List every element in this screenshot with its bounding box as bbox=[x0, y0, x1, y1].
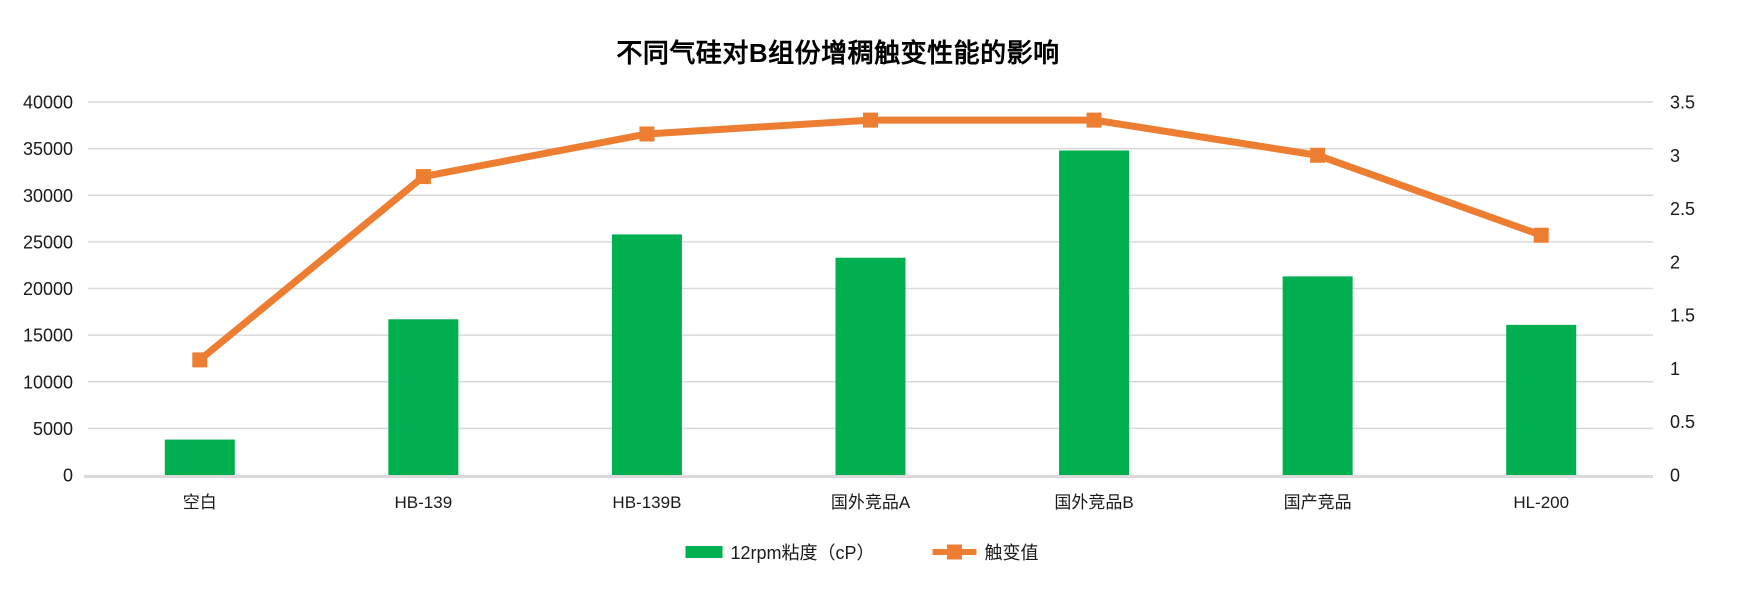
category-label: HB-139 bbox=[395, 493, 453, 512]
category-label: HL-200 bbox=[1513, 493, 1569, 512]
chart-title: 不同气硅对B组份增稠触变性能的影响 bbox=[616, 38, 1060, 68]
left-axis-tick-label: 0 bbox=[63, 466, 73, 486]
right-axis-tick-label: 3 bbox=[1670, 146, 1680, 166]
legend-label-thixotropy: 触变值 bbox=[984, 543, 1039, 563]
thixotropy-marker bbox=[639, 126, 655, 142]
left-axis-tick-label: 5000 bbox=[33, 419, 73, 439]
legend-item-thixotropy: 触变值 bbox=[932, 539, 1039, 565]
viscosity-bar bbox=[388, 319, 459, 475]
left-axis-tick-label: 40000 bbox=[23, 93, 73, 113]
left-axis-tick-label: 10000 bbox=[23, 372, 73, 392]
category-label: HB-139B bbox=[612, 493, 681, 512]
category-label: 国外竞品A bbox=[831, 493, 911, 512]
thixotropy-marker bbox=[192, 352, 208, 368]
viscosity-bar bbox=[1059, 150, 1130, 476]
right-axis-tick-label: 0 bbox=[1670, 466, 1680, 486]
thixotropy-marker bbox=[1086, 112, 1102, 128]
viscosity-bar bbox=[1506, 324, 1577, 475]
left-axis-tick-label: 20000 bbox=[23, 279, 73, 299]
category-label: 国产竞品 bbox=[1284, 493, 1352, 512]
left-axis-tick-label: 15000 bbox=[23, 326, 73, 346]
thixotropy-marker bbox=[1533, 227, 1549, 243]
thixotropy-marker bbox=[415, 169, 431, 185]
viscosity-bar bbox=[1282, 276, 1353, 475]
left-axis-tick-label: 35000 bbox=[23, 139, 73, 159]
left-axis-tick-label: 25000 bbox=[23, 232, 73, 252]
legend: 12rpm粘度（cP） 触变值 bbox=[685, 539, 1039, 565]
thixotropy-marker bbox=[1310, 147, 1326, 163]
viscosity-bar bbox=[164, 439, 235, 475]
right-axis-tick-label: 1 bbox=[1670, 359, 1680, 379]
right-axis-tick-label: 1.5 bbox=[1670, 306, 1695, 326]
category-label: 空白 bbox=[183, 493, 217, 512]
bar-swatch-icon bbox=[685, 546, 723, 558]
left-axis-tick-label: 30000 bbox=[23, 186, 73, 206]
line-swatch-icon bbox=[932, 544, 977, 560]
thixotropy-marker bbox=[863, 112, 878, 128]
viscosity-bar bbox=[835, 257, 906, 475]
viscosity-bar bbox=[611, 234, 682, 475]
legend-item-viscosity: 12rpm粘度（cP） bbox=[685, 539, 875, 565]
right-axis-tick-label: 0.5 bbox=[1670, 412, 1695, 432]
category-label: 国外竞品B bbox=[1054, 493, 1133, 512]
right-axis-tick-label: 2.5 bbox=[1670, 199, 1695, 219]
right-axis-tick-label: 3.5 bbox=[1670, 93, 1695, 113]
legend-label-viscosity: 12rpm粘度（cP） bbox=[730, 543, 875, 563]
right-axis-tick-label: 2 bbox=[1670, 252, 1680, 272]
